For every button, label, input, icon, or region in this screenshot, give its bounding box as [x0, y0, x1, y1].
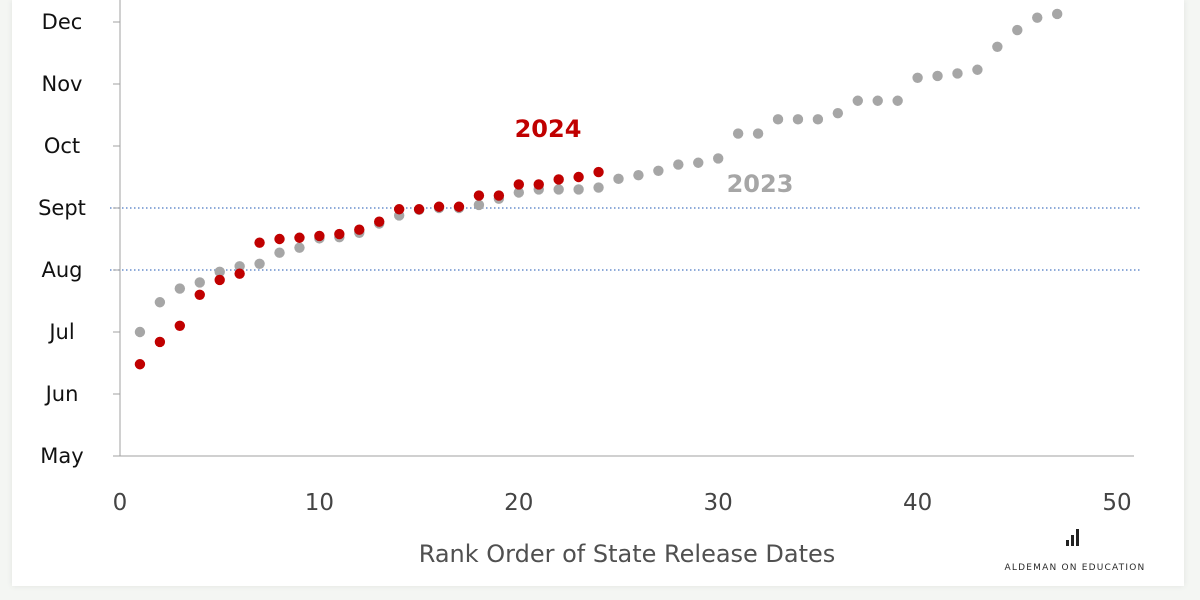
point-2023-8 — [274, 247, 285, 258]
point-2023-45 — [1012, 24, 1023, 36]
point-2024-8 — [274, 233, 285, 245]
point-2023-4 — [194, 277, 205, 288]
point-2023-5 — [214, 266, 225, 278]
brand-text: ALDEMAN ON EDUCATION — [1005, 563, 1146, 573]
y-tick-label-sept: Sept — [38, 196, 86, 220]
point-2023-6 — [234, 261, 245, 272]
point-2023-41 — [932, 70, 943, 82]
point-2023-24 — [593, 182, 604, 193]
point-2023-38 — [872, 95, 883, 106]
point-2023-33 — [772, 114, 784, 125]
point-2023-20 — [513, 187, 524, 198]
point-2023-2 — [154, 297, 166, 308]
point-2024-19 — [493, 190, 505, 201]
annotation-2023: 2023 — [727, 170, 794, 198]
x-tick-label-10: 10 — [305, 490, 334, 516]
point-2023-27 — [653, 165, 664, 176]
point-2024-24 — [593, 166, 604, 178]
point-2024-16 — [433, 201, 445, 212]
point-2024-4 — [194, 289, 205, 300]
point-2023-28 — [673, 159, 684, 170]
point-2023-42 — [952, 68, 963, 79]
point-2024-14 — [393, 204, 405, 215]
point-2023-1 — [134, 326, 146, 338]
point-2024-11 — [334, 228, 345, 240]
y-tick-label-jul: Jul — [47, 320, 74, 344]
point-2023-9 — [294, 242, 305, 253]
x-tick-label-50: 50 — [1102, 490, 1131, 516]
point-2023-26 — [633, 169, 644, 181]
point-2023-31 — [732, 128, 744, 139]
point-2023-46 — [1032, 12, 1043, 23]
axes — [113, 0, 1134, 457]
point-2023-43 — [972, 64, 983, 75]
point-2023-3 — [174, 283, 186, 294]
point-2023-23 — [573, 184, 584, 195]
x-tick-label-40: 40 — [903, 490, 932, 516]
point-2024-3 — [174, 320, 186, 331]
point-2024-7 — [254, 237, 265, 248]
point-2023-44 — [992, 41, 1003, 52]
point-2023-25 — [613, 173, 624, 185]
brand-logo: ALDEMAN ON EDUCATION — [1005, 529, 1146, 573]
point-2023-32 — [752, 128, 764, 139]
point-2024-22 — [553, 174, 564, 185]
y-tick-label-jun: Jun — [44, 382, 79, 406]
x-tick-labels: 0 10 20 30 40 50 — [113, 490, 1132, 516]
x-tick-label-20: 20 — [504, 490, 533, 516]
point-2024-5 — [214, 274, 225, 286]
y-tick-label-oct: Oct — [44, 134, 80, 158]
point-2024-18 — [473, 190, 485, 201]
point-2024-9 — [294, 232, 305, 243]
point-2023-37 — [852, 95, 863, 106]
point-2024-17 — [453, 201, 465, 212]
y-tick-label-may: May — [40, 444, 83, 468]
point-2023-7 — [254, 258, 265, 269]
reference-lines — [110, 207, 1140, 271]
y-tick-label-aug: Aug — [41, 258, 82, 282]
point-2023-35 — [812, 114, 824, 125]
point-2023-30 — [713, 153, 724, 164]
point-2023-29 — [693, 157, 704, 168]
point-2024-6 — [234, 268, 245, 279]
bar-chart-icon — [1066, 529, 1079, 546]
series-2024 — [134, 166, 604, 370]
point-2024-12 — [354, 224, 365, 235]
y-tick-label-nov: Nov — [42, 72, 83, 96]
point-2023-39 — [892, 95, 903, 106]
point-2023-36 — [832, 107, 844, 119]
point-2024-2 — [154, 336, 166, 348]
point-2024-21 — [533, 179, 544, 190]
point-2024-20 — [513, 179, 524, 190]
point-2024-13 — [374, 216, 385, 227]
x-axis-label: Rank Order of State Release Dates — [419, 540, 836, 568]
point-2024-23 — [573, 171, 584, 183]
y-tick-label-dec: Dec — [42, 10, 83, 34]
y-tick-labels: May Jun Jul Aug Sept Oct Nov Dec — [38, 10, 86, 468]
x-tick-label-0: 0 — [113, 490, 128, 516]
chart-card — [12, 0, 1184, 586]
point-2023-34 — [792, 114, 804, 125]
point-2024-1 — [134, 359, 146, 370]
point-2023-47 — [1051, 8, 1063, 20]
point-2023-40 — [912, 72, 923, 84]
point-2023-22 — [553, 184, 564, 195]
point-2023-18 — [473, 199, 485, 211]
annotation-2024: 2024 — [515, 115, 582, 143]
point-2024-15 — [413, 204, 425, 215]
point-2024-10 — [314, 230, 325, 242]
x-tick-label-30: 30 — [704, 490, 733, 516]
